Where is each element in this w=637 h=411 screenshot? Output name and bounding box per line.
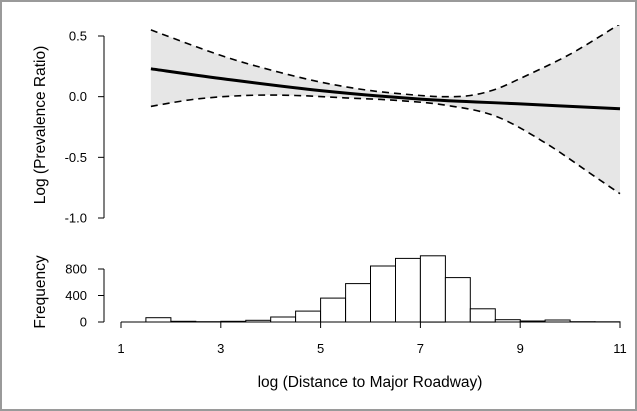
- histogram-bar: [145, 317, 172, 323]
- x-tick-label: 3: [217, 341, 224, 356]
- y-tick-label: 400: [65, 288, 87, 303]
- estimate-line: [150, 67, 621, 111]
- y-tick-label: 0.5: [69, 29, 87, 44]
- histogram-bar: [345, 283, 372, 323]
- histogram-bar: [419, 255, 446, 323]
- lower-confidence-line: [150, 94, 621, 195]
- upper-confidence-line: [150, 25, 620, 98]
- x-ticks: 1 3 5 7 9 11: [117, 322, 627, 356]
- x-tick-label: 5: [317, 341, 324, 356]
- histogram-bar: [370, 265, 396, 323]
- prevalence-ratio-panel: 0.5 0.0 -0.5 -1.0 Log (Prevalence Ratio): [32, 25, 621, 226]
- histogram-bar: [444, 277, 471, 323]
- y-tick-label: -0.5: [65, 150, 87, 165]
- x-tick-label: 11: [613, 341, 627, 356]
- x-axis-title: log (Distance to Major Roadway): [258, 374, 483, 391]
- lower-y-ticks: 0 400 800: [65, 262, 104, 330]
- upper-y-axis-title: Log (Prevalence Ratio): [32, 46, 49, 205]
- y-tick-label: -1.0: [65, 211, 87, 226]
- y-tick-label: 0: [80, 315, 87, 330]
- x-tick-label: 1: [117, 341, 124, 356]
- x-tick-label: 7: [417, 341, 424, 356]
- frequency-panel: 0 400 800 1 3 5 7 9 11 Frequency log (Distance …: [32, 255, 627, 391]
- x-tick-label: 9: [517, 341, 524, 356]
- frequency-axis-title: Frequency: [32, 255, 49, 328]
- y-tick-label: 800: [65, 262, 87, 277]
- histogram-bar: [469, 308, 496, 323]
- y-tick-label: 0.0: [69, 89, 87, 104]
- histogram-bar: [295, 310, 322, 323]
- histogram-bar: [270, 316, 297, 323]
- histogram-bar: [395, 257, 421, 323]
- histogram-bar: [320, 297, 347, 323]
- histogram-bars: [145, 255, 621, 323]
- upper-y-ticks: 0.5 0.0 -0.5 -1.0: [65, 29, 104, 226]
- confidence-band: [150, 25, 620, 194]
